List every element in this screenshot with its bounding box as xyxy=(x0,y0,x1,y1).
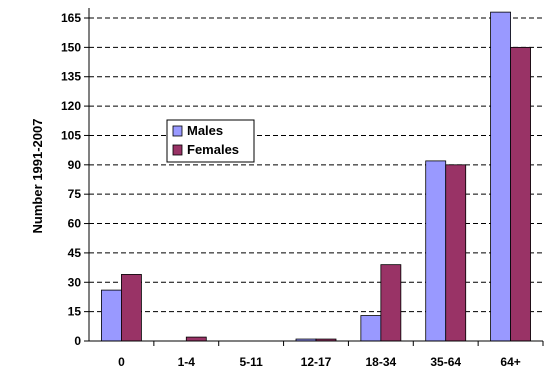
y-tick-label: 30 xyxy=(68,275,82,289)
gridlines xyxy=(89,17,543,313)
bars xyxy=(101,11,531,342)
y-tick-label: 135 xyxy=(61,70,81,84)
y-tick-label: 105 xyxy=(61,128,81,142)
y-axis-label: Number 1991-2007 xyxy=(30,119,45,234)
x-tick-label: 0 xyxy=(118,355,125,369)
legend-swatch-males xyxy=(172,125,183,137)
legend-swatch-females xyxy=(172,144,183,156)
x-tick-label: 35-64 xyxy=(430,355,461,369)
legend-label-males: Males xyxy=(187,123,223,138)
bar-females-35-64 xyxy=(445,164,467,342)
x-tick-label: 5-11 xyxy=(239,355,263,369)
y-tick-labels: 0 15 30 45 60 75 90 105 120 135 150 165 xyxy=(61,11,89,348)
x-tick-label: 1-4 xyxy=(178,355,196,369)
y-tick-label: 60 xyxy=(68,217,82,231)
legend-label-females: Females xyxy=(187,142,239,157)
bar-females-0 xyxy=(121,274,142,342)
y-tick-label: 150 xyxy=(61,40,81,54)
legend: Males Females xyxy=(166,119,255,163)
bar-females-64+ xyxy=(510,46,531,342)
axes xyxy=(88,8,543,342)
y-tick-label: 120 xyxy=(61,99,81,113)
x-tick-labels: 0 1-4 5-11 12-17 18-34 35-64 64+ xyxy=(118,341,544,369)
y-tick-label: 45 xyxy=(68,246,82,260)
bar-females-1-4 xyxy=(185,336,207,342)
bar-females-18-34 xyxy=(380,264,402,342)
y-tick-label: 165 xyxy=(61,11,81,25)
x-tick-label: 18-34 xyxy=(366,355,397,369)
y-tick-label: 75 xyxy=(68,187,82,201)
y-tick-label: 0 xyxy=(74,334,81,348)
x-tick-label: 12-17 xyxy=(301,355,332,369)
x-tick-label: 64+ xyxy=(500,355,520,369)
bar-males-64+ xyxy=(490,11,511,342)
bar-males-0 xyxy=(101,289,122,342)
y-tick-label: 15 xyxy=(68,305,82,319)
bar-males-18-34 xyxy=(360,315,382,342)
bar-males-35-64 xyxy=(425,160,447,342)
y-tick-label: 90 xyxy=(68,158,82,172)
